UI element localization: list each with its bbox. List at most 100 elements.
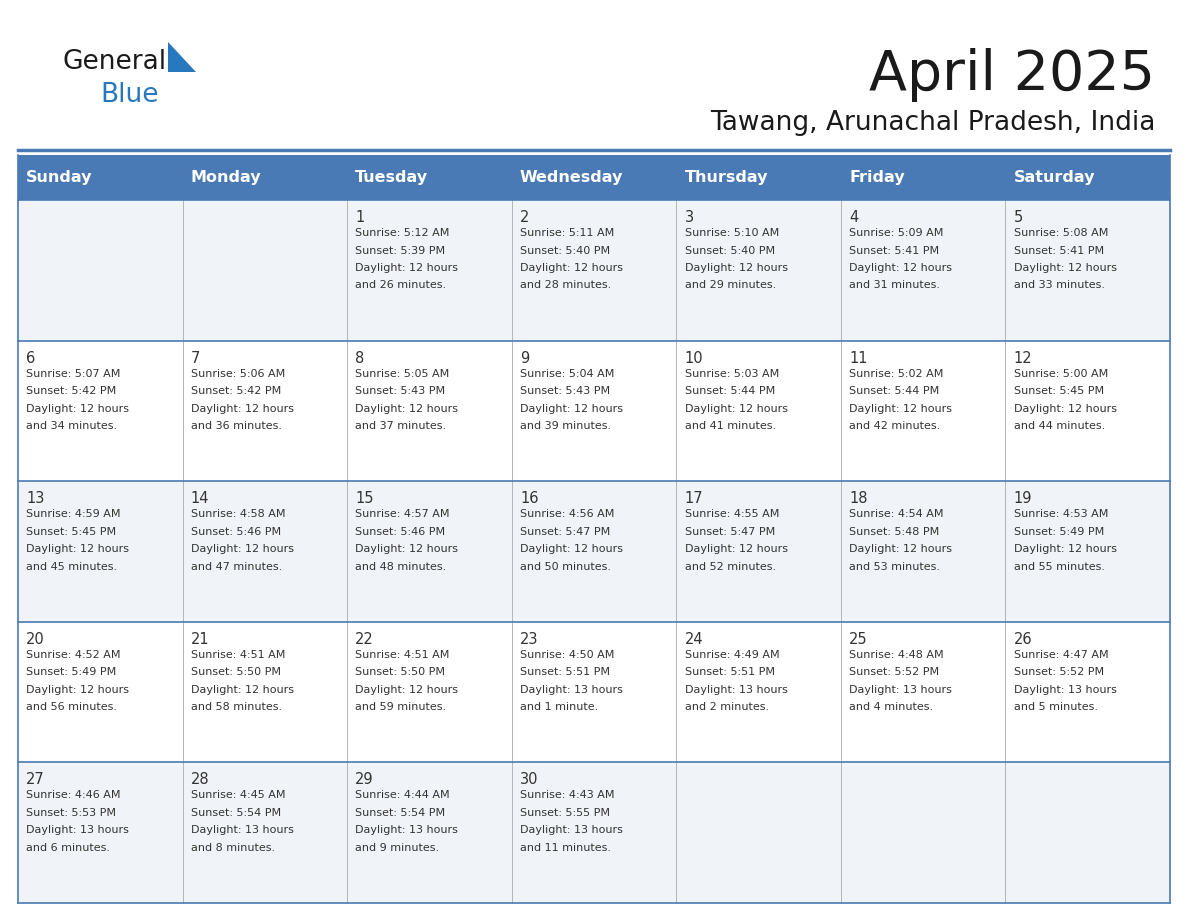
Text: Tuesday: Tuesday	[355, 170, 429, 185]
Text: 22: 22	[355, 632, 374, 647]
Text: 6: 6	[26, 351, 36, 365]
Text: 3: 3	[684, 210, 694, 225]
Text: and 1 minute.: and 1 minute.	[520, 702, 599, 712]
Text: Sunrise: 5:04 AM: Sunrise: 5:04 AM	[520, 369, 614, 378]
Text: Daylight: 12 hours: Daylight: 12 hours	[355, 544, 459, 554]
Text: Sunrise: 4:45 AM: Sunrise: 4:45 AM	[191, 790, 285, 800]
Text: and 9 minutes.: and 9 minutes.	[355, 843, 440, 853]
Text: Daylight: 12 hours: Daylight: 12 hours	[849, 544, 952, 554]
Text: 27: 27	[26, 772, 45, 788]
Text: 5: 5	[1013, 210, 1023, 225]
Text: Sunset: 5:44 PM: Sunset: 5:44 PM	[849, 386, 940, 396]
Text: Sunrise: 5:03 AM: Sunrise: 5:03 AM	[684, 369, 779, 378]
Text: 18: 18	[849, 491, 867, 506]
Text: 23: 23	[520, 632, 538, 647]
Text: Daylight: 12 hours: Daylight: 12 hours	[26, 404, 129, 414]
Text: 1: 1	[355, 210, 365, 225]
Text: and 4 minutes.: and 4 minutes.	[849, 702, 934, 712]
Text: 17: 17	[684, 491, 703, 506]
Text: Sunrise: 4:51 AM: Sunrise: 4:51 AM	[191, 650, 285, 660]
Text: Sunset: 5:50 PM: Sunset: 5:50 PM	[191, 667, 280, 677]
Text: Sunset: 5:42 PM: Sunset: 5:42 PM	[26, 386, 116, 396]
Text: Sunset: 5:46 PM: Sunset: 5:46 PM	[191, 527, 280, 537]
Text: Daylight: 12 hours: Daylight: 12 hours	[355, 263, 459, 273]
Text: Daylight: 12 hours: Daylight: 12 hours	[684, 263, 788, 273]
Text: 29: 29	[355, 772, 374, 788]
Text: Daylight: 13 hours: Daylight: 13 hours	[520, 685, 623, 695]
Text: Sunrise: 4:44 AM: Sunrise: 4:44 AM	[355, 790, 450, 800]
Text: Sunrise: 4:52 AM: Sunrise: 4:52 AM	[26, 650, 121, 660]
Text: and 11 minutes.: and 11 minutes.	[520, 843, 611, 853]
Text: and 59 minutes.: and 59 minutes.	[355, 702, 447, 712]
Bar	[18, 763, 1170, 903]
Text: Sunrise: 5:05 AM: Sunrise: 5:05 AM	[355, 369, 449, 378]
Text: Daylight: 12 hours: Daylight: 12 hours	[355, 404, 459, 414]
Text: 8: 8	[355, 351, 365, 365]
Text: Daylight: 12 hours: Daylight: 12 hours	[1013, 263, 1117, 273]
Text: and 29 minutes.: and 29 minutes.	[684, 281, 776, 290]
Text: Sunset: 5:45 PM: Sunset: 5:45 PM	[26, 527, 116, 537]
Text: and 37 minutes.: and 37 minutes.	[355, 421, 447, 431]
Text: and 5 minutes.: and 5 minutes.	[1013, 702, 1098, 712]
Text: Sunrise: 4:58 AM: Sunrise: 4:58 AM	[191, 509, 285, 520]
Text: Daylight: 13 hours: Daylight: 13 hours	[1013, 685, 1117, 695]
Text: Sunrise: 5:06 AM: Sunrise: 5:06 AM	[191, 369, 285, 378]
Text: Sunset: 5:43 PM: Sunset: 5:43 PM	[520, 386, 611, 396]
Text: Daylight: 12 hours: Daylight: 12 hours	[520, 404, 623, 414]
Text: and 28 minutes.: and 28 minutes.	[520, 281, 611, 290]
Text: Daylight: 13 hours: Daylight: 13 hours	[191, 825, 293, 835]
Bar	[18, 621, 1170, 763]
Text: 26: 26	[1013, 632, 1032, 647]
Text: Sunrise: 4:51 AM: Sunrise: 4:51 AM	[355, 650, 450, 660]
Text: and 6 minutes.: and 6 minutes.	[26, 843, 110, 853]
Text: Sunrise: 5:10 AM: Sunrise: 5:10 AM	[684, 228, 779, 238]
Text: Daylight: 13 hours: Daylight: 13 hours	[520, 825, 623, 835]
Text: Sunrise: 5:09 AM: Sunrise: 5:09 AM	[849, 228, 943, 238]
Text: and 55 minutes.: and 55 minutes.	[1013, 562, 1105, 572]
Text: 4: 4	[849, 210, 859, 225]
Text: Daylight: 12 hours: Daylight: 12 hours	[26, 544, 129, 554]
Text: 13: 13	[26, 491, 45, 506]
Text: Sunrise: 4:54 AM: Sunrise: 4:54 AM	[849, 509, 943, 520]
Bar	[18, 481, 1170, 621]
Text: Sunset: 5:53 PM: Sunset: 5:53 PM	[26, 808, 116, 818]
Text: Daylight: 12 hours: Daylight: 12 hours	[191, 685, 293, 695]
Text: and 52 minutes.: and 52 minutes.	[684, 562, 776, 572]
Text: Sunset: 5:51 PM: Sunset: 5:51 PM	[684, 667, 775, 677]
Text: Sunrise: 4:46 AM: Sunrise: 4:46 AM	[26, 790, 121, 800]
Text: Sunrise: 4:55 AM: Sunrise: 4:55 AM	[684, 509, 779, 520]
Text: Sunset: 5:49 PM: Sunset: 5:49 PM	[1013, 527, 1104, 537]
Text: and 53 minutes.: and 53 minutes.	[849, 562, 940, 572]
Bar	[18, 155, 1170, 200]
Text: 12: 12	[1013, 351, 1032, 365]
Text: Sunset: 5:51 PM: Sunset: 5:51 PM	[520, 667, 609, 677]
Text: Sunset: 5:42 PM: Sunset: 5:42 PM	[191, 386, 282, 396]
Text: Daylight: 12 hours: Daylight: 12 hours	[1013, 544, 1117, 554]
Text: Sunset: 5:47 PM: Sunset: 5:47 PM	[520, 527, 611, 537]
Text: Sunset: 5:41 PM: Sunset: 5:41 PM	[1013, 245, 1104, 255]
Text: Sunset: 5:48 PM: Sunset: 5:48 PM	[849, 527, 940, 537]
Text: Sunrise: 4:48 AM: Sunrise: 4:48 AM	[849, 650, 943, 660]
Text: 14: 14	[191, 491, 209, 506]
Bar	[18, 200, 1170, 341]
Text: Sunrise: 4:49 AM: Sunrise: 4:49 AM	[684, 650, 779, 660]
Text: 9: 9	[520, 351, 529, 365]
Text: Sunset: 5:49 PM: Sunset: 5:49 PM	[26, 667, 116, 677]
Text: and 39 minutes.: and 39 minutes.	[520, 421, 611, 431]
Text: Sunday: Sunday	[26, 170, 93, 185]
Text: Sunset: 5:52 PM: Sunset: 5:52 PM	[1013, 667, 1104, 677]
Text: Sunset: 5:52 PM: Sunset: 5:52 PM	[849, 667, 940, 677]
Text: Friday: Friday	[849, 170, 905, 185]
Text: Saturday: Saturday	[1013, 170, 1095, 185]
Text: Sunrise: 4:56 AM: Sunrise: 4:56 AM	[520, 509, 614, 520]
Text: 28: 28	[191, 772, 209, 788]
Text: Daylight: 12 hours: Daylight: 12 hours	[191, 544, 293, 554]
Bar	[18, 341, 1170, 481]
Text: and 8 minutes.: and 8 minutes.	[191, 843, 274, 853]
Text: Daylight: 12 hours: Daylight: 12 hours	[1013, 404, 1117, 414]
Text: 10: 10	[684, 351, 703, 365]
Text: and 50 minutes.: and 50 minutes.	[520, 562, 611, 572]
Text: Sunset: 5:40 PM: Sunset: 5:40 PM	[520, 245, 611, 255]
Text: 16: 16	[520, 491, 538, 506]
Text: Sunset: 5:55 PM: Sunset: 5:55 PM	[520, 808, 609, 818]
